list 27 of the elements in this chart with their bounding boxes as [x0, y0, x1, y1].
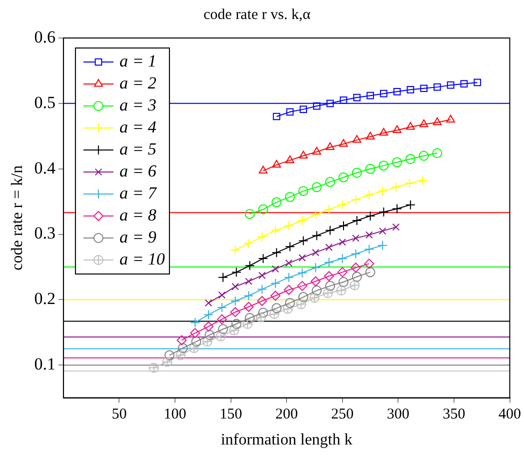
x-axis-title: information length k [220, 432, 352, 449]
x-tick-label: 300 [386, 406, 410, 423]
y-tick-label: 0.6 [34, 27, 56, 46]
y-axis-title: code rate r = k/n [8, 165, 26, 270]
legend-label: a = 2 [119, 73, 157, 92]
x-tick-label: 350 [442, 406, 466, 423]
y-tick-label: 0.5 [34, 92, 56, 112]
legend-label: a = 1 [119, 51, 156, 70]
x-tick-label: 50 [112, 406, 127, 423]
y-tick-label: 0.1 [34, 354, 56, 374]
y-tick-label: 0.2 [34, 289, 56, 308]
x-tick-label: 250 [331, 406, 354, 423]
x-tick-label: 150 [220, 406, 242, 423]
legend-label: a = 7 [119, 183, 158, 202]
legend-label: a = 5 [119, 139, 156, 158]
legend-label: a = 4 [119, 117, 157, 136]
chart-title: code rate r vs. k,α [204, 6, 311, 23]
y-tick-label: 0.3 [34, 224, 56, 243]
legend-label: a = 9 [119, 227, 157, 246]
legend-label: a = 10 [119, 249, 166, 268]
legend-label: a = 3 [119, 95, 156, 114]
x-tick-label: 200 [275, 406, 298, 423]
x-tick-label: 400 [498, 406, 521, 423]
legend-label: a = 6 [119, 161, 157, 180]
x-tick-label: 100 [164, 406, 186, 423]
legend-label: a = 8 [119, 205, 157, 224]
y-tick-label: 0.4 [34, 158, 56, 178]
